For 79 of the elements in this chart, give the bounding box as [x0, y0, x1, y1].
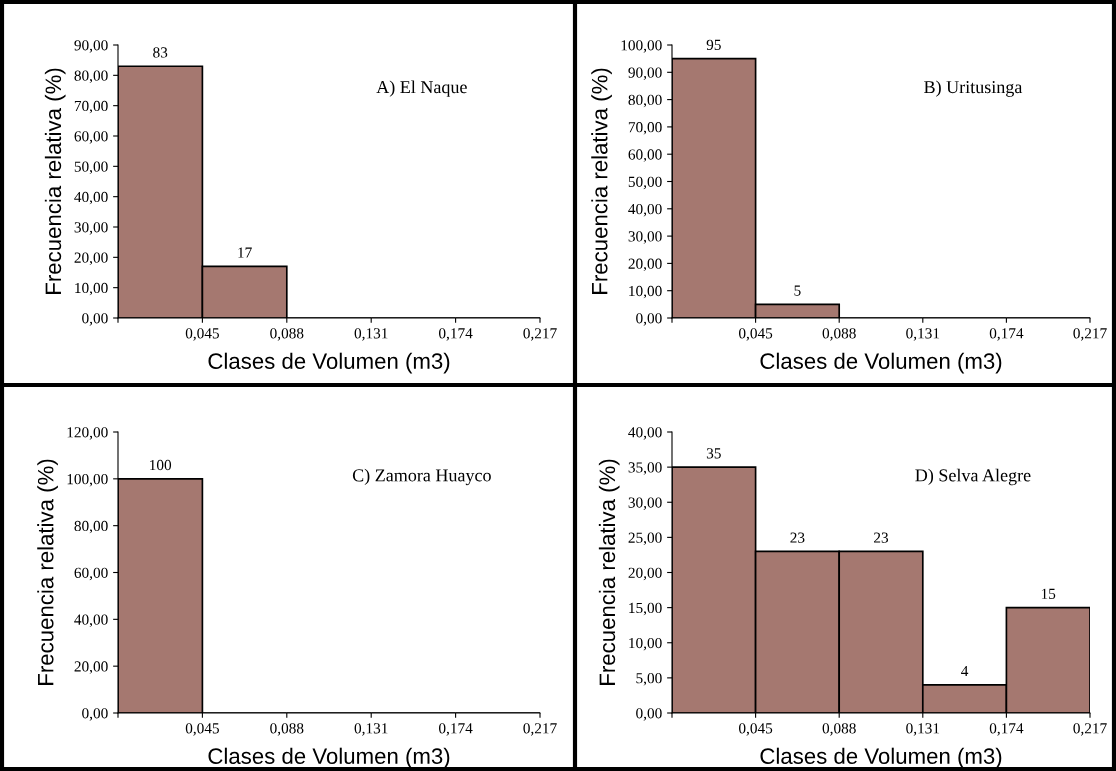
y-tick-label: 15,00: [629, 602, 662, 616]
y-tick-label: 40,00: [74, 614, 108, 627]
y-tick-label: 10,00: [629, 285, 662, 299]
x-tick-label: 0,045: [185, 328, 219, 341]
x-tick-label: 0,045: [738, 723, 773, 736]
y-axis-title: Frecuencia relativa (%): [591, 68, 612, 294]
annotation: A) El Naque: [376, 80, 467, 97]
data-label: 100: [150, 459, 172, 471]
annotation: B) Uritusinga: [924, 80, 1023, 97]
x-tick-label: 0,217: [523, 328, 557, 341]
x-tick-label: 0,174: [989, 723, 1024, 736]
y-tick-label: 50,00: [628, 176, 662, 190]
y-tick-label: 0,00: [82, 708, 108, 721]
x-tick-label: 0,088: [270, 328, 304, 341]
x-tick-label: 0,131: [354, 328, 388, 341]
y-tick-label: 80,00: [628, 94, 662, 108]
data-label: 35: [706, 448, 721, 459]
x-tick-label: 0,045: [185, 723, 219, 736]
y-tick-label: 0,00: [636, 313, 662, 326]
y-tick-label: 10,00: [629, 637, 662, 651]
x-tick-label: 0,217: [1073, 328, 1107, 341]
x-axis-title: Clases de Volumen (m3): [208, 352, 450, 374]
y-tick-label: 35,00: [628, 462, 662, 475]
data-label: 5: [794, 285, 801, 296]
x-tick-label: 0,088: [822, 723, 856, 736]
x-tick-label: 0,174: [438, 328, 473, 341]
y-tick-label: 100,00: [621, 40, 662, 53]
x-tick-label: 0,088: [822, 328, 856, 341]
y-tick-label: 60,00: [74, 567, 108, 581]
y-axis-title: Frecuencia relativa (%): [44, 68, 66, 294]
y-tick-label: 120,00: [67, 427, 108, 440]
x-axis-title: Clases de Volumen (m3): [760, 352, 1002, 374]
annotation: D) Selva Alegre: [915, 468, 1031, 486]
x-tick-label: 0,174: [438, 723, 473, 736]
x-tick-label: 0,217: [1073, 723, 1107, 736]
x-tick-label: 0,088: [270, 723, 304, 736]
x-tick-label: 0,217: [523, 723, 557, 736]
y-tick-label: 5,00: [636, 673, 662, 686]
x-tick-label: 0,045: [738, 328, 773, 341]
y-tick-label: 80,00: [74, 520, 108, 534]
y-tick-label: 50,00: [74, 161, 108, 174]
x-axis-title: Clases de Volumen (m3): [760, 747, 1002, 769]
y-tick-label: 70,00: [628, 122, 662, 135]
y-tick-label: 30,00: [74, 222, 108, 235]
x-axis-title: Clases de Volumen (m3): [208, 747, 450, 769]
y-tick-label: 20,00: [74, 661, 108, 674]
y-axis-title: Frecuencia relativa (%): [37, 459, 58, 685]
x-tick-label: 0,174: [989, 328, 1024, 341]
data-label: 95: [706, 39, 721, 50]
y-tick-label: 90,00: [74, 40, 108, 53]
y-tick-label: 0,00: [636, 708, 662, 721]
y-tick-label: 70,00: [74, 100, 108, 114]
y-tick-label: 30,00: [628, 231, 662, 244]
data-label: 15: [1041, 588, 1056, 599]
y-tick-label: 40,00: [628, 203, 662, 217]
y-axis-title: Frecuencia relativa (%): [598, 459, 620, 685]
y-tick-label: 60,00: [74, 131, 108, 144]
y-tick-label: 20,00: [74, 252, 108, 265]
annotation: C) Zamora Huayco: [352, 468, 491, 486]
y-tick-label: 100,00: [67, 473, 108, 487]
y-tick-label: 25,00: [628, 532, 662, 546]
x-tick-label: 0,131: [906, 723, 940, 736]
data-label: 83: [153, 47, 168, 58]
y-tick-label: 20,00: [628, 567, 662, 581]
y-tick-label: 10,00: [75, 282, 108, 296]
y-tick-label: 80,00: [74, 70, 108, 83]
data-label: 23: [874, 532, 889, 543]
x-tick-label: 0,131: [906, 328, 940, 341]
data-label: 23: [790, 532, 805, 543]
y-tick-label: 30,00: [628, 497, 662, 510]
y-tick-label: 40,00: [74, 191, 108, 205]
y-tick-label: 90,00: [628, 67, 662, 80]
y-tick-label: 60,00: [628, 149, 662, 162]
y-tick-label: 20,00: [628, 258, 662, 272]
data-label: 4: [961, 666, 969, 677]
y-tick-label: 0,00: [82, 313, 108, 326]
data-label: 17: [238, 247, 252, 258]
y-tick-label: 40,00: [628, 427, 662, 440]
x-tick-label: 0,131: [354, 723, 388, 736]
